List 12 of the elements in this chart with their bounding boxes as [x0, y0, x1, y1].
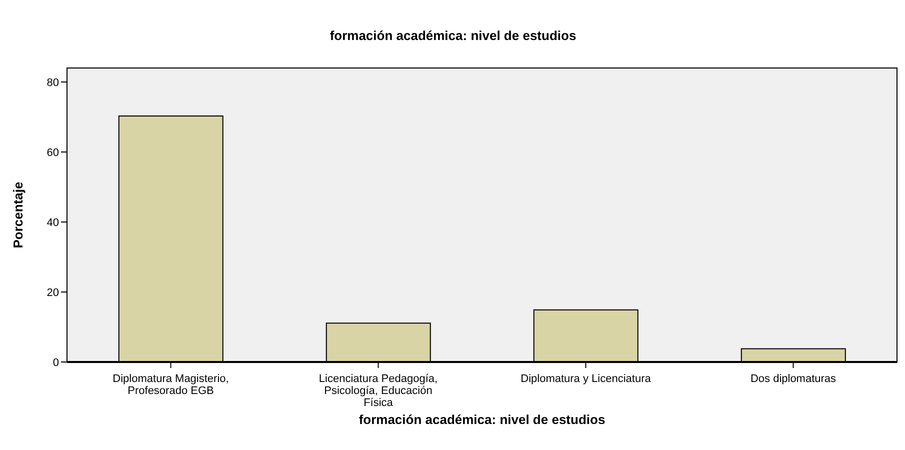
y-tick-label: 0	[52, 356, 59, 369]
y-tick-label: 80	[46, 76, 59, 89]
y-tick-label: 60	[46, 146, 59, 159]
y-tick-label: 20	[46, 286, 59, 299]
x-tick-label: Dos diplomaturas	[750, 373, 837, 385]
y-tick-label: 40	[46, 216, 59, 229]
x-axis-title: formación académica: nivel de estudios	[358, 412, 606, 427]
y-axis-title: Porcentaje	[10, 182, 26, 248]
chart-title: formación académica: nivel de estudios	[328, 27, 578, 45]
x-tick-label: Diplomatura y Licenciatura	[520, 373, 652, 385]
x-tick-label: Diplomatura Magisterio, Profesorado EGB	[112, 373, 229, 397]
x-tick-label: Licenciatura Pedagogía, Psicología, Educación Física	[318, 373, 438, 409]
